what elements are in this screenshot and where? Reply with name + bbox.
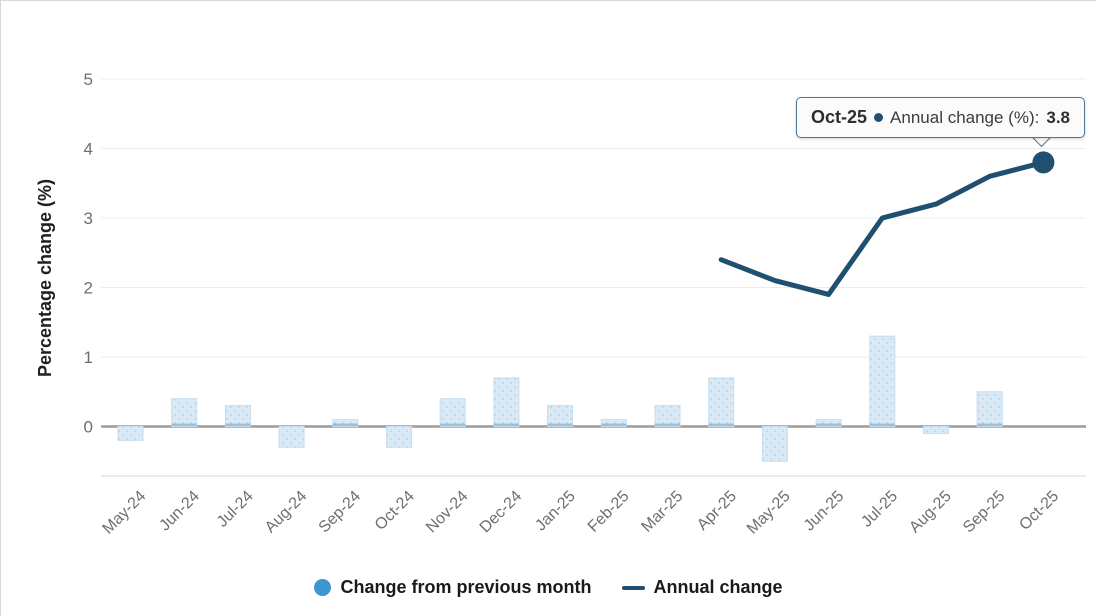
bar-Feb-25[interactable]	[600, 419, 627, 427]
bar-base-edge	[816, 423, 842, 426]
x-tick-label-Jul-24: Jul-24	[214, 488, 257, 531]
x-tick-label-Feb-25: Feb-25	[585, 488, 633, 536]
bar-Mar-25[interactable]	[654, 405, 681, 427]
x-tick-label-May-24: May-24	[100, 488, 150, 538]
legend-label-annual: Annual change	[653, 577, 783, 597]
line-series-swatch-icon	[621, 585, 645, 590]
bar-Jan-25[interactable]	[547, 405, 574, 427]
bar-base-edge	[977, 423, 1003, 426]
bar-Jun-25[interactable]	[815, 419, 842, 427]
legend-label-monthly: Change from previous month	[340, 577, 592, 597]
bar-base-edge	[493, 423, 519, 426]
x-tick-label-Sep-24: Sep-24	[316, 488, 365, 537]
legend-item-monthly-change[interactable]: Change from previous month	[314, 577, 592, 598]
y-tick-label: 0	[84, 418, 93, 437]
y-tick-label: 4	[84, 140, 93, 159]
tooltip-box: Oct-25 Annual change (%): 3.8	[796, 97, 1085, 138]
bar-Sep-25[interactable]	[976, 391, 1003, 427]
bar-Aug-25[interactable]	[923, 426, 949, 434]
x-tick-label-Dec-24: Dec-24	[477, 488, 526, 537]
highlighted-point-Oct-25[interactable]	[1032, 151, 1055, 174]
tooltip: Oct-25 Annual change (%): 3.8	[796, 97, 1085, 148]
tooltip-category: Oct-25	[811, 107, 868, 127]
bar-Dec-24[interactable]	[493, 377, 520, 428]
tooltip-series-label: Annual change (%):	[890, 107, 1040, 127]
x-tick-label-Jul-25: Jul-25	[858, 488, 901, 531]
bar-base-edge	[225, 423, 251, 426]
bar-Oct-24[interactable]	[386, 426, 412, 448]
chart-legend: Change from previous month Annual change	[1, 577, 1096, 598]
bar-base-edge	[708, 423, 734, 426]
bar-base-edge	[332, 423, 358, 426]
bar-series-swatch-icon	[314, 579, 332, 596]
bar-base-edge	[547, 423, 573, 426]
bar-Jun-24[interactable]	[171, 398, 198, 428]
bar-base-edge	[440, 423, 466, 426]
x-tick-label-Mar-25: Mar-25	[638, 488, 686, 536]
bar-Apr-25[interactable]	[708, 377, 735, 428]
x-tick-label-Jan-25: Jan-25	[532, 488, 579, 535]
bar-May-24[interactable]	[117, 426, 144, 441]
x-tick-label-Nov-24: Nov-24	[423, 488, 472, 537]
bar-Jul-25[interactable]	[869, 335, 896, 427]
x-tick-label-Oct-25: Oct-25	[1016, 488, 1062, 534]
bar-base-edge	[171, 423, 197, 426]
bar-base-edge	[655, 423, 680, 426]
bar-Sep-24[interactable]	[332, 419, 359, 427]
x-tick-label-Sep-25: Sep-25	[960, 488, 1009, 537]
bar-base-edge	[869, 423, 895, 426]
y-tick-label: 3	[84, 209, 93, 228]
x-tick-label-Jun-24: Jun-24	[156, 488, 203, 535]
y-tick-label: 1	[84, 348, 93, 367]
bar-Aug-24[interactable]	[278, 426, 305, 448]
tooltip-series-marker-icon	[874, 113, 884, 122]
y-tick-label: 5	[84, 70, 93, 89]
x-tick-label-May-25: May-25	[744, 488, 794, 538]
y-tick-label: 2	[84, 279, 93, 298]
bar-Jul-24[interactable]	[224, 405, 251, 427]
x-tick-label-Aug-25: Aug-25	[906, 488, 955, 537]
bar-May-25[interactable]	[761, 426, 788, 462]
tooltip-value: 3.8	[1046, 107, 1070, 127]
annual-change-line[interactable]	[718, 159, 1046, 297]
x-tick-label-Jun-25: Jun-25	[801, 488, 848, 535]
bar-Nov-24[interactable]	[439, 398, 466, 428]
x-tick-label-Apr-25: Apr-25	[694, 488, 740, 534]
x-tick-label-Aug-24: Aug-24	[262, 488, 311, 537]
legend-item-annual-change[interactable]: Annual change	[621, 577, 783, 598]
bar-base-edge	[601, 423, 627, 426]
x-tick-label-Oct-24: Oct-24	[372, 488, 418, 534]
